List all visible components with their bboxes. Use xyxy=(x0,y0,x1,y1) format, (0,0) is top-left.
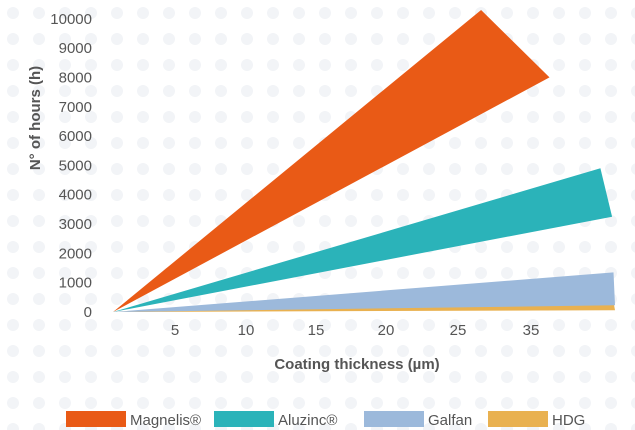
y-axis-title: N° of hours (h) xyxy=(27,66,44,170)
y-tick-label: 10000 xyxy=(50,11,92,28)
x-tick-label: 10 xyxy=(238,322,255,339)
y-tick-label: 9000 xyxy=(59,40,92,57)
series-area-aluzinc xyxy=(113,168,613,312)
areas-layer xyxy=(113,10,615,312)
y-tick-label: 3000 xyxy=(59,216,92,233)
legend-label: Aluzinc® xyxy=(278,412,337,429)
y-tick-label: 0 xyxy=(84,304,92,321)
y-tick-label: 2000 xyxy=(59,245,92,262)
y-tick-labels: 0 1000 2000 3000 4000 5000 6000 7000 8000 9000 100… xyxy=(50,11,92,321)
legend: Magnelis® Aluzinc® Galfan HDG xyxy=(66,411,585,429)
x-tick-label: 5 xyxy=(171,322,179,339)
legend-label: Magnelis® xyxy=(130,412,201,429)
legend-swatch xyxy=(214,411,274,427)
y-tick-label: 7000 xyxy=(59,99,92,116)
y-tick-label: 5000 xyxy=(59,157,92,174)
x-tick-label: 35 xyxy=(523,322,540,339)
legend-swatch xyxy=(66,411,126,427)
y-tick-label: 8000 xyxy=(59,69,92,86)
legend-label: Galfan xyxy=(428,412,472,429)
x-tick-labels: 5 10 15 20 25 35 xyxy=(171,322,540,339)
legend-label: HDG xyxy=(552,412,585,429)
y-tick-label: 6000 xyxy=(59,128,92,145)
x-tick-label: 20 xyxy=(378,322,395,339)
legend-swatch xyxy=(364,411,424,427)
x-tick-label: 25 xyxy=(450,322,467,339)
x-tick-label: 15 xyxy=(308,322,325,339)
x-axis-title: Coating thickness (µm) xyxy=(274,356,439,373)
y-tick-label: 1000 xyxy=(59,275,92,292)
legend-swatch xyxy=(488,411,548,427)
series-area-galfan xyxy=(113,272,615,312)
y-tick-label: 4000 xyxy=(59,187,92,204)
series-area-magnelis xyxy=(113,10,550,312)
